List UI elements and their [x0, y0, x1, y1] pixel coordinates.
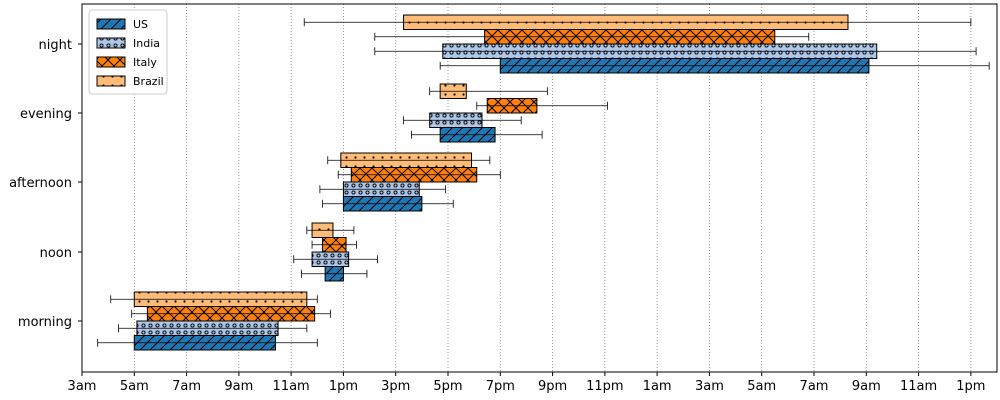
x-tick-label: 9am — [852, 379, 881, 394]
axes: 3am 5am 7am 9am 11am 1pm 3pm 5pm 7pm 9pm 11pm 1am 3a… — [9, 3, 998, 394]
legend-swatch-brazil — [96, 75, 126, 87]
legend-label-india: India — [133, 37, 160, 50]
legend-swatch-us — [96, 18, 126, 30]
x-tick-label: 7am — [172, 379, 201, 394]
y-tick-label: afternoon — [9, 176, 72, 191]
y-tick-label: evening — [20, 107, 72, 122]
x-tick-label: 7am — [800, 379, 829, 394]
legend-swatch-india — [96, 37, 126, 49]
y-tick-label: morning — [18, 315, 72, 330]
x-tick-label: 7pm — [486, 379, 515, 394]
legend-label-italy: Italy — [133, 56, 157, 69]
x-tick-label: 11pm — [586, 379, 623, 394]
grid-lines — [81, 4, 972, 372]
x-tick-label: 1pm — [329, 379, 358, 394]
x-tick-label: 3am — [695, 379, 724, 394]
legend: US India Italy Brazil — [88, 9, 168, 95]
x-tick-label: 11am — [900, 379, 937, 394]
x-tick-label: 9am — [224, 379, 253, 394]
x-tick-label: 5am — [747, 379, 776, 394]
x-tick-label: 1pm — [956, 379, 985, 394]
y-tick-label: noon — [40, 246, 72, 261]
legend-label-us: US — [133, 18, 148, 31]
x-tick-label: 5pm — [433, 379, 462, 394]
x-tick-label: 5am — [120, 379, 149, 394]
x-tick-label: 3pm — [381, 379, 410, 394]
bars — [97, 14, 990, 351]
x-tick-label: 11am — [273, 379, 310, 394]
legend-box — [88, 9, 168, 95]
plot-frame — [81, 3, 998, 373]
legend-swatch-italy — [96, 56, 126, 68]
x-tick-label: 9pm — [538, 379, 567, 394]
x-tick-label: 3am — [68, 379, 97, 394]
y-tick-label: night — [39, 38, 72, 53]
x-tick-label: 1am — [643, 379, 672, 394]
legend-label-brazil: Brazil — [133, 75, 164, 88]
